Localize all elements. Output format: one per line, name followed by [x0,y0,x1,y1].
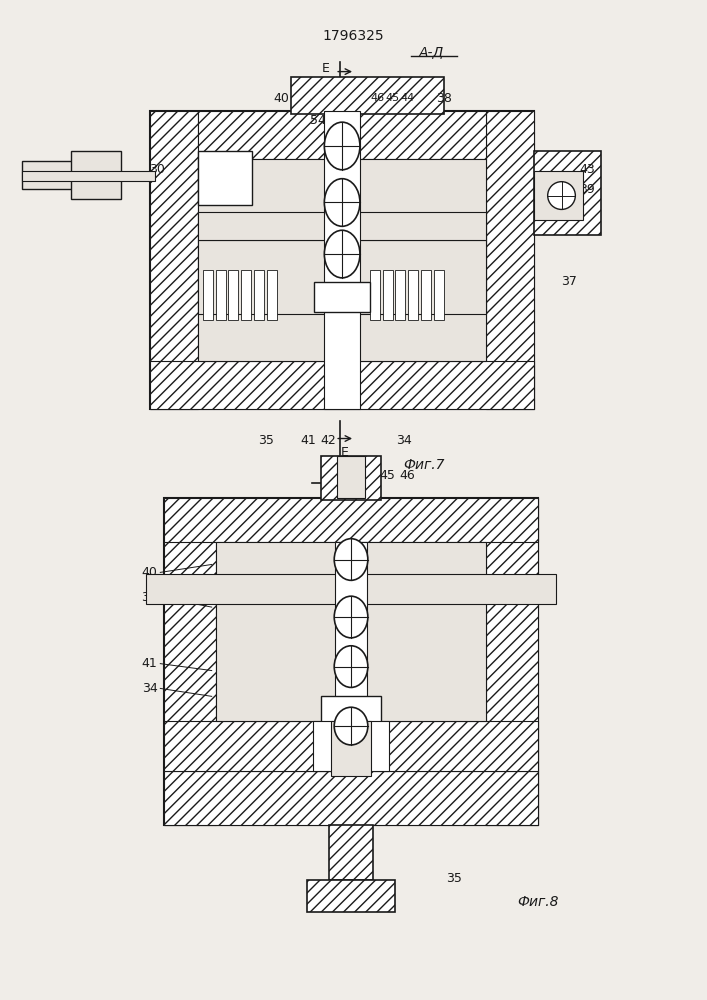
Polygon shape [322,456,380,500]
Polygon shape [315,282,370,312]
Polygon shape [322,696,380,724]
Ellipse shape [325,122,360,170]
Text: Фиг.8: Фиг.8 [517,895,559,909]
Polygon shape [164,721,538,771]
Polygon shape [332,721,370,776]
Text: 41: 41 [300,434,317,447]
Text: 34: 34 [397,434,412,447]
Polygon shape [228,270,238,320]
Polygon shape [329,825,373,880]
Text: 37: 37 [561,275,578,288]
Circle shape [548,182,575,209]
Text: 54: 54 [310,114,327,127]
Polygon shape [151,361,534,409]
Polygon shape [198,159,486,361]
Polygon shape [486,498,538,825]
Polygon shape [216,542,486,721]
Ellipse shape [325,230,360,278]
Polygon shape [164,498,538,825]
Text: 45: 45 [385,93,399,103]
Text: 39: 39 [579,183,595,196]
Text: 46: 46 [399,469,415,482]
Polygon shape [146,574,556,604]
Polygon shape [534,171,583,220]
Polygon shape [267,270,277,320]
Polygon shape [198,151,252,205]
Polygon shape [203,270,213,320]
Polygon shape [337,456,365,498]
Polygon shape [434,270,444,320]
Polygon shape [164,771,538,825]
Polygon shape [22,171,156,181]
Text: 1796325: 1796325 [322,29,384,43]
Polygon shape [198,212,486,240]
Text: 35: 35 [446,872,462,885]
Text: 45: 45 [380,469,395,482]
Polygon shape [151,111,198,409]
Polygon shape [216,270,226,320]
Polygon shape [22,161,116,189]
Polygon shape [409,270,419,320]
Polygon shape [335,542,367,721]
Text: Е: Е [322,62,329,75]
Text: 34: 34 [141,682,158,695]
Polygon shape [255,270,264,320]
Text: Е: Е [341,446,349,459]
Ellipse shape [325,179,360,226]
Text: 43: 43 [579,163,595,176]
Polygon shape [534,151,601,235]
Text: 38: 38 [141,591,158,604]
Polygon shape [325,111,360,409]
Text: 44: 44 [400,93,414,103]
Ellipse shape [334,646,368,687]
Text: 42: 42 [320,434,336,447]
Text: 41: 41 [141,657,158,670]
Text: Е-Е: Е-Е [324,471,346,485]
Polygon shape [164,498,538,542]
Polygon shape [164,498,216,825]
Polygon shape [421,270,431,320]
Text: 38: 38 [436,92,452,105]
Polygon shape [151,111,534,409]
Polygon shape [395,270,405,320]
Polygon shape [307,880,395,912]
Polygon shape [370,270,380,320]
Text: 30: 30 [149,163,165,176]
Polygon shape [198,111,486,159]
Text: 35: 35 [258,434,274,447]
Text: Фиг.7: Фиг.7 [404,458,445,472]
Polygon shape [241,270,251,320]
Polygon shape [486,111,534,409]
Ellipse shape [334,707,368,745]
Text: 40: 40 [273,92,288,105]
Polygon shape [71,151,121,199]
Text: 46: 46 [370,93,385,103]
Polygon shape [382,270,392,320]
Polygon shape [313,721,389,771]
Text: А-Д: А-Д [419,45,444,59]
Ellipse shape [334,596,368,638]
Polygon shape [198,240,486,314]
Polygon shape [291,77,444,114]
Text: 40: 40 [141,566,158,579]
Ellipse shape [334,539,368,580]
